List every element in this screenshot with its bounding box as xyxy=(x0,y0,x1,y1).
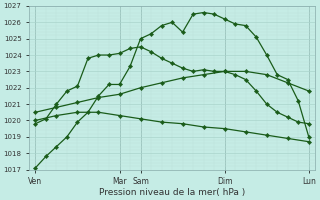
X-axis label: Pression niveau de la mer( hPa ): Pression niveau de la mer( hPa ) xyxy=(99,188,245,197)
